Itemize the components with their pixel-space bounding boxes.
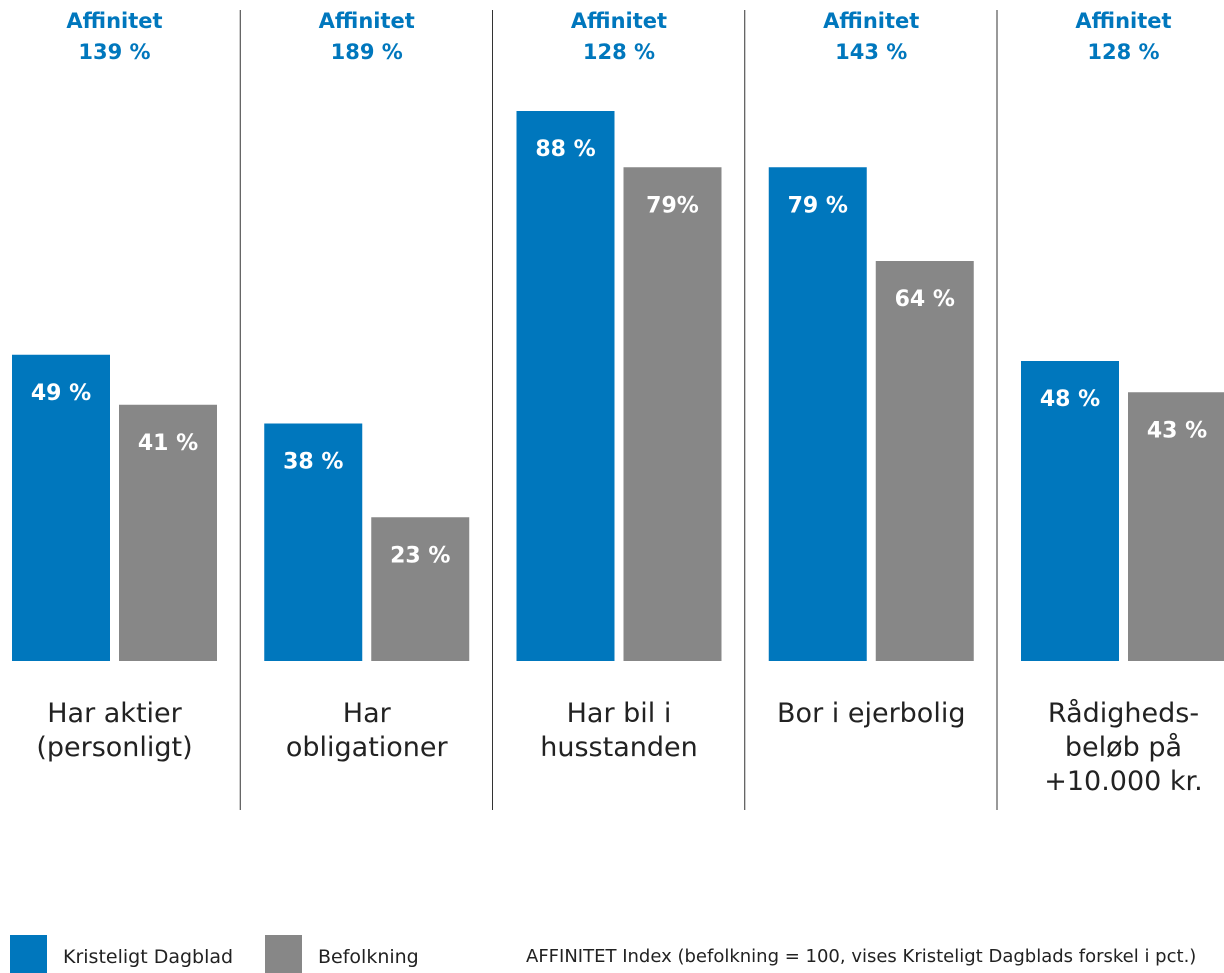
value-label: 64 %: [895, 287, 955, 312]
affinity-title: Affinitet: [1075, 9, 1171, 33]
category-label: Har aktier (personligt): [36, 698, 193, 763]
category-label: Bor i ejerbolig: [777, 698, 966, 729]
affinity-value: 143 %: [835, 40, 907, 64]
value-label: 79 %: [788, 193, 848, 218]
bar: [371, 517, 470, 661]
value-label: 23 %: [390, 543, 450, 568]
category-label: Har bil i husstanden: [540, 698, 698, 763]
category-label: Har obligationer: [285, 698, 448, 763]
affinity-title: Affinitet: [66, 9, 162, 33]
bar: [516, 111, 615, 661]
affinity-title: Affinitet: [319, 9, 415, 33]
note: AFFINITET Index (befolkning = 100, vises…: [526, 946, 1197, 967]
affinity-value: 128 %: [583, 40, 655, 64]
bar: [768, 167, 867, 661]
legend-label: Befolkning: [318, 946, 419, 968]
legend-swatch: [10, 935, 47, 973]
affinity-title: Affinitet: [823, 9, 919, 33]
bar: [119, 404, 217, 661]
value-label: 79%: [646, 193, 699, 218]
affinity-value: 128 %: [1087, 40, 1159, 64]
category-label: Rådigheds- beløb på +10.000 kr.: [1044, 698, 1203, 797]
bar: [264, 423, 363, 661]
bar: [12, 354, 110, 661]
affinity-title: Affinitet: [571, 9, 667, 33]
value-label: 43 %: [1147, 418, 1207, 443]
bar: [623, 167, 722, 661]
value-label: 38 %: [283, 450, 343, 475]
value-label: 41 %: [138, 431, 198, 456]
legend-swatch: [265, 935, 302, 973]
bar: [1021, 361, 1119, 661]
legend-label: Kristeligt Dagblad: [63, 946, 234, 968]
value-label: 49 %: [31, 381, 91, 406]
value-label: 88 %: [535, 137, 595, 162]
value-label: 48 %: [1040, 387, 1100, 412]
bar: [1128, 392, 1224, 661]
bar: [875, 261, 974, 661]
affinity-value: 139 %: [78, 40, 150, 64]
affinity-value: 189 %: [331, 40, 403, 64]
